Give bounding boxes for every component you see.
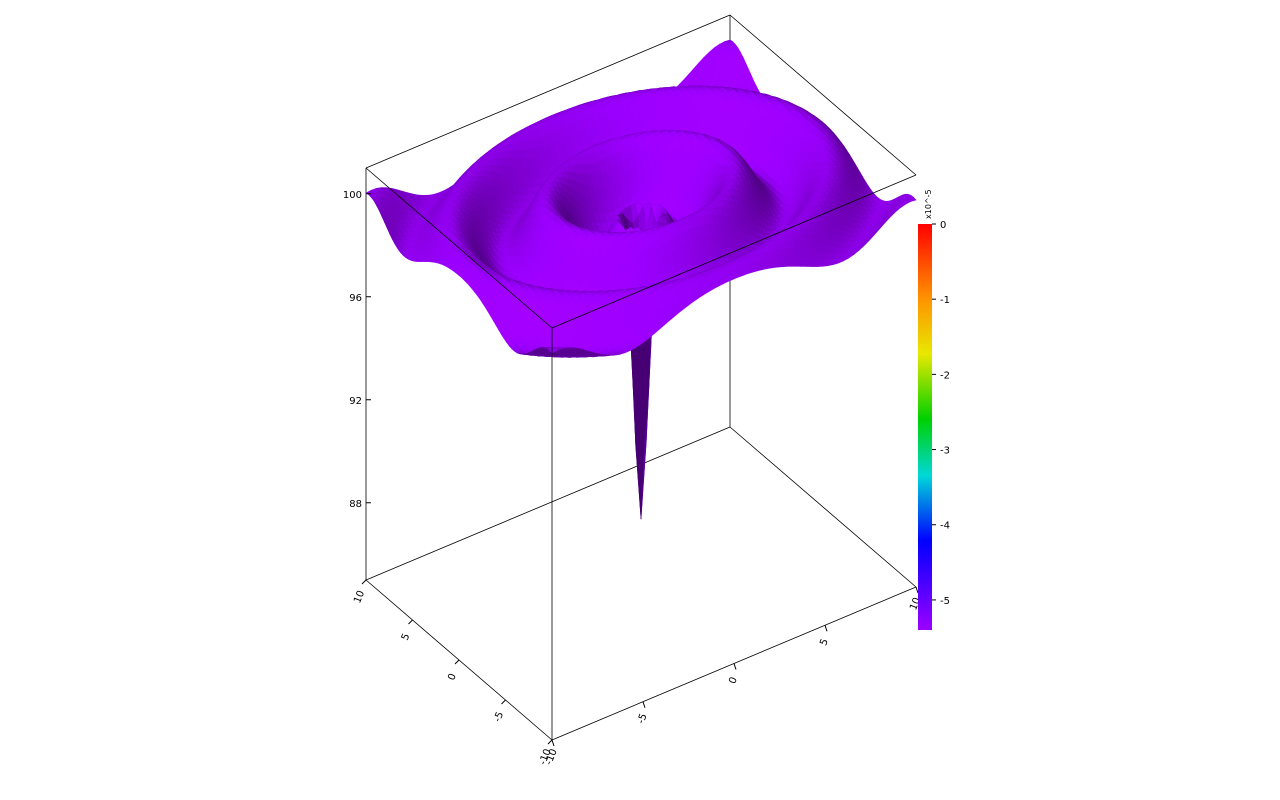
box-edge <box>729 14 917 176</box>
z-tick-label: 92 <box>349 396 362 407</box>
x-tick-label: -5 <box>636 712 650 725</box>
y-tick-mark <box>501 699 506 705</box>
y-tick-label: 5 <box>400 632 413 642</box>
z-tick-label: 100 <box>343 190 362 201</box>
colorbar-title: x10^-5 <box>924 189 933 219</box>
box-edge <box>365 426 731 581</box>
z-tick-label: 96 <box>349 293 362 304</box>
x-tick-mark <box>551 739 555 747</box>
z-axis-ticks: 100 96 92 88 <box>343 190 371 510</box>
colorbar-tick-label: -5 <box>940 596 950 607</box>
colorbar: x10^-5 0 -1 -2 -3 -4 -5 <box>918 189 950 630</box>
y-tick-label: -5 <box>492 710 506 723</box>
colorbar-tick-label: 0 <box>940 220 946 231</box>
surface-mesh <box>365 39 917 520</box>
colorbar-tick-label: -4 <box>940 521 950 532</box>
surface-patch <box>548 347 558 354</box>
x-tick-mark <box>915 586 919 594</box>
y-tick-mark <box>408 619 413 625</box>
x-tick-mark <box>824 625 828 632</box>
colorbar-tick-label: -1 <box>940 295 950 306</box>
z-tick-label: 88 <box>349 499 362 510</box>
y-tick-mark <box>547 739 553 745</box>
y-tick-label: 0 <box>446 672 459 682</box>
colorbar-gradient <box>918 224 932 630</box>
colorbar-tick-label: -2 <box>940 370 950 381</box>
y-tick-mark <box>361 579 367 585</box>
box-edge <box>729 426 917 588</box>
x-tick-mark <box>733 663 737 670</box>
x-tick-label: 5 <box>818 637 831 647</box>
colorbar-tick-label: -3 <box>940 446 950 457</box>
y-tick-label: 10 <box>352 589 367 605</box>
box-edge <box>365 14 731 169</box>
y-tick-mark <box>454 659 460 665</box>
colorbar-ticks: 0 -1 -2 -3 -4 -5 <box>932 220 950 607</box>
box-edge <box>365 167 553 329</box>
x-tick-label: 0 <box>727 676 740 686</box>
x-tick-mark <box>642 701 646 708</box>
box-edge <box>551 174 917 329</box>
